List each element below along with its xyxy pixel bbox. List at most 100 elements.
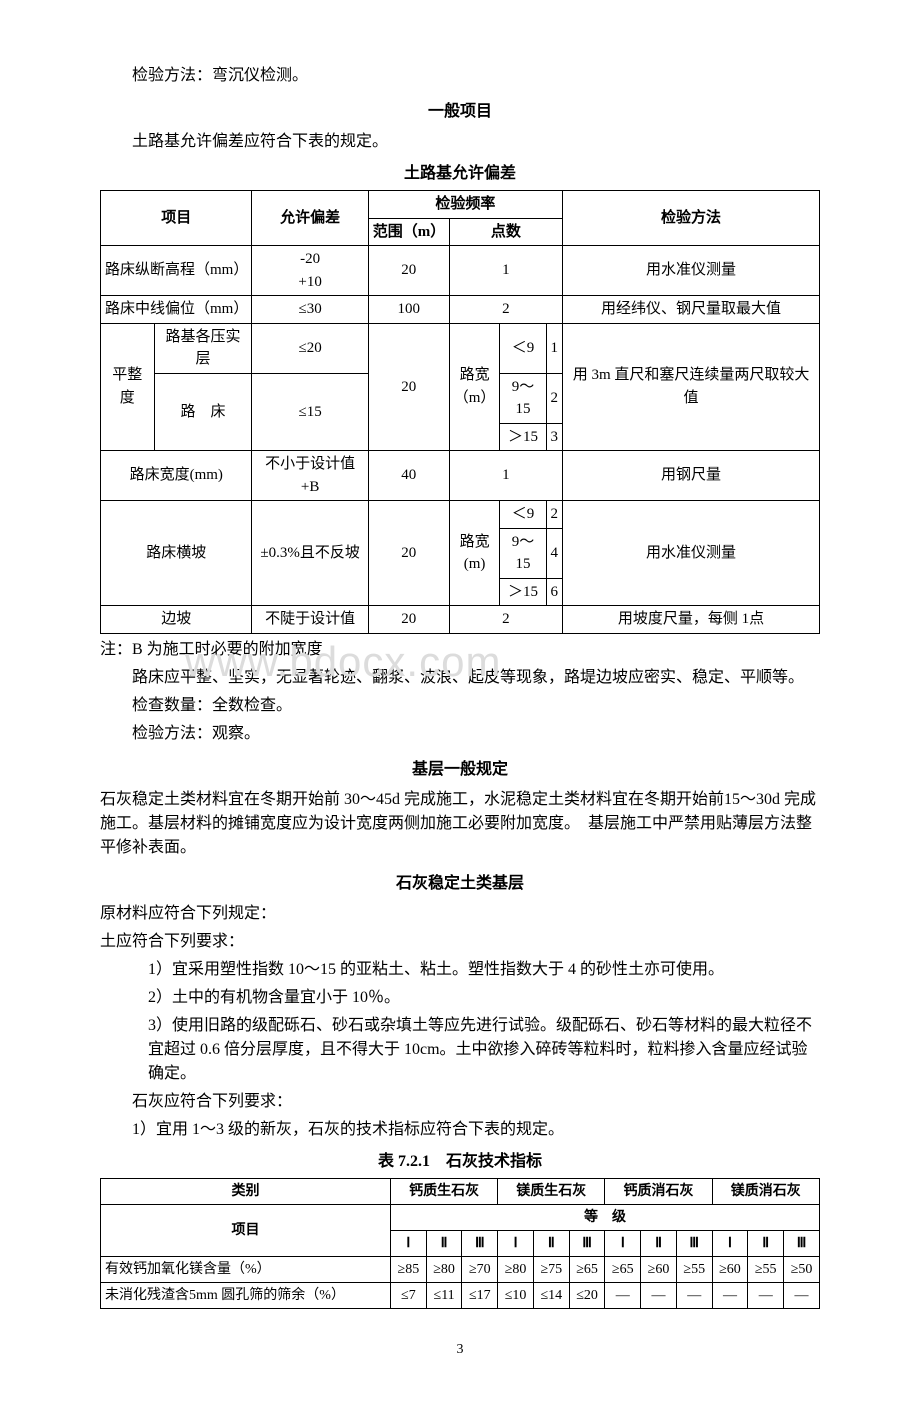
cell: 有效钙加氧化镁含量（%） [101,1256,391,1282]
table-row: 路床宽度(mm) 不小于设计值+B 40 1 用钢尺量 [101,451,820,501]
section-base-general: 基层一般规定 [100,758,820,782]
table-row: 项目 等 级 [101,1204,820,1230]
cell: 路宽 （m） [449,323,500,451]
table-row: 平整度 路基各压实层 ≤20 20 路宽 （m） ＜9 1 用 3m 直尺和塞尺… [101,323,820,373]
th-category: 类别 [101,1178,391,1204]
cell: 20 [368,323,449,451]
cell: ≤17 [462,1282,498,1308]
th: 镁质消石灰 [712,1178,819,1204]
cell: 用坡度尺量，每侧 1点 [563,606,820,634]
cell: ≥65 [605,1256,641,1282]
cell: 用经纬仪、钢尺量取最大值 [563,296,820,324]
paragraph: 1）宜用 1～3 级的新灰，石灰的技术指标应符合下表的规定。 [100,1118,820,1142]
cell: 路床横坡 [101,501,252,606]
th-range: 范围（m） [368,218,449,246]
cell: 2 [546,373,563,423]
cell: 20 [368,501,449,606]
cell: — [748,1282,784,1308]
th: Ⅰ [391,1230,427,1256]
th: Ⅱ [426,1230,462,1256]
cell: 1 [546,323,563,373]
cell: 用水准仪测量 [563,501,820,606]
check-method: 检验方法：观察。 [100,722,820,746]
cell: 100 [368,296,449,324]
table-row: 边坡 不陡于设计值 20 2 用坡度尺量，每侧 1点 [101,606,820,634]
cell: 路 床 [154,373,252,451]
table-row: 项目 允许偏差 检验频率 检验方法 [101,191,820,219]
list-item: 2）土中的有机物含量宜小于 10％。 [148,986,820,1010]
paragraph: 土应符合下列要求： [100,930,820,954]
table-lime-specs: 类别 钙质生石灰 镁质生石灰 钙质消石灰 镁质消石灰 项目 等 级 Ⅰ Ⅱ Ⅲ … [100,1178,820,1309]
th: Ⅰ [712,1230,748,1256]
cell: 3 [546,423,563,451]
cell: 路宽 (m) [449,501,500,606]
th: Ⅱ [533,1230,569,1256]
table-row: 路床纵断高程（mm） -20 +10 20 1 用水准仪测量 [101,246,820,296]
th-item: 项目 [101,1204,391,1256]
inspection-method-1: 检验方法：弯沉仪检测。 [100,64,820,88]
cell: 9～15 [500,528,546,578]
cell: 路床中线偏位（mm） [101,296,252,324]
cell: ≤20 [252,323,368,373]
cell: ≥80 [498,1256,534,1282]
cell: ≥55 [748,1256,784,1282]
paragraph: 路床应平整、坚实，无显著轮迹、翻浆、波浪、起皮等现象，路堤边坡应密实、稳定、平顺… [100,666,820,690]
paragraph: 原材料应符合下列规定： [100,902,820,926]
cell: 4 [546,528,563,578]
table1-title: 土路基允许偏差 [100,162,820,186]
cell: 20 [368,606,449,634]
section-lime-stabilized: 石灰稳定土类基层 [100,872,820,896]
cell: 不小于设计值+B [252,451,368,501]
cell: 边坡 [101,606,252,634]
page-number: 3 [100,1339,820,1360]
section-general-items: 一般项目 [100,100,820,124]
th: 镁质生石灰 [498,1178,605,1204]
cell: -20 +10 [252,246,368,296]
cell: ≥75 [533,1256,569,1282]
cell: 1 [449,451,562,501]
cell: 路基各压实层 [154,323,252,373]
list-item: 1）宜采用塑性指数 10～15 的亚粘土、粘土。塑性指数大于 4 的砂性土亦可使… [148,958,820,982]
th: Ⅲ [462,1230,498,1256]
th-method: 检验方法 [563,191,820,246]
cell: ≥50 [784,1256,820,1282]
th: Ⅱ [748,1230,784,1256]
cell: 20 [368,246,449,296]
cell: 未消化残渣含5mm 圆孔筛的筛余（%） [101,1282,391,1308]
cell: ＞15 [500,578,546,606]
table-row: 路床中线偏位（mm） ≤30 100 2 用经纬仪、钢尺量取最大值 [101,296,820,324]
th: 钙质生石灰 [391,1178,498,1204]
table1-note: 注：B 为施工时必要的附加宽度 [100,638,820,662]
cell: 1 [449,246,562,296]
cell: — [641,1282,677,1308]
cell: 用水准仪测量 [563,246,820,296]
cell: ≤14 [533,1282,569,1308]
cell: 9～15 [500,373,546,423]
th: Ⅱ [641,1230,677,1256]
table-row: 未消化残渣含5mm 圆孔筛的筛余（%） ≤7 ≤11 ≤17 ≤10 ≤14 ≤… [101,1282,820,1308]
table-row: 类别 钙质生石灰 镁质生石灰 钙质消石灰 镁质消石灰 [101,1178,820,1204]
th-tolerance: 允许偏差 [252,191,368,246]
cell: 用 3m 直尺和塞尺连续量两尺取较大值 [563,323,820,451]
cell: — [784,1282,820,1308]
th: Ⅲ [676,1230,712,1256]
th: Ⅰ [605,1230,641,1256]
cell: ±0.3%且不反坡 [252,501,368,606]
cell: 不陡于设计值 [252,606,368,634]
th-item: 项目 [101,191,252,246]
cell: 40 [368,451,449,501]
cell: ＞15 [500,423,546,451]
cell: — [712,1282,748,1308]
table-row: 有效钙加氧化镁含量（%） ≥85 ≥80 ≥70 ≥80 ≥75 ≥65 ≥65… [101,1256,820,1282]
cell: ≥60 [641,1256,677,1282]
cell: 2 [546,501,563,529]
cell: 2 [449,606,562,634]
cell: — [676,1282,712,1308]
cell: ≥80 [426,1256,462,1282]
cell: 平整度 [101,323,155,451]
cell: ≤10 [498,1282,534,1308]
th-points: 点数 [449,218,562,246]
th: Ⅲ [569,1230,605,1256]
th: Ⅲ [784,1230,820,1256]
th: 钙质消石灰 [605,1178,712,1204]
